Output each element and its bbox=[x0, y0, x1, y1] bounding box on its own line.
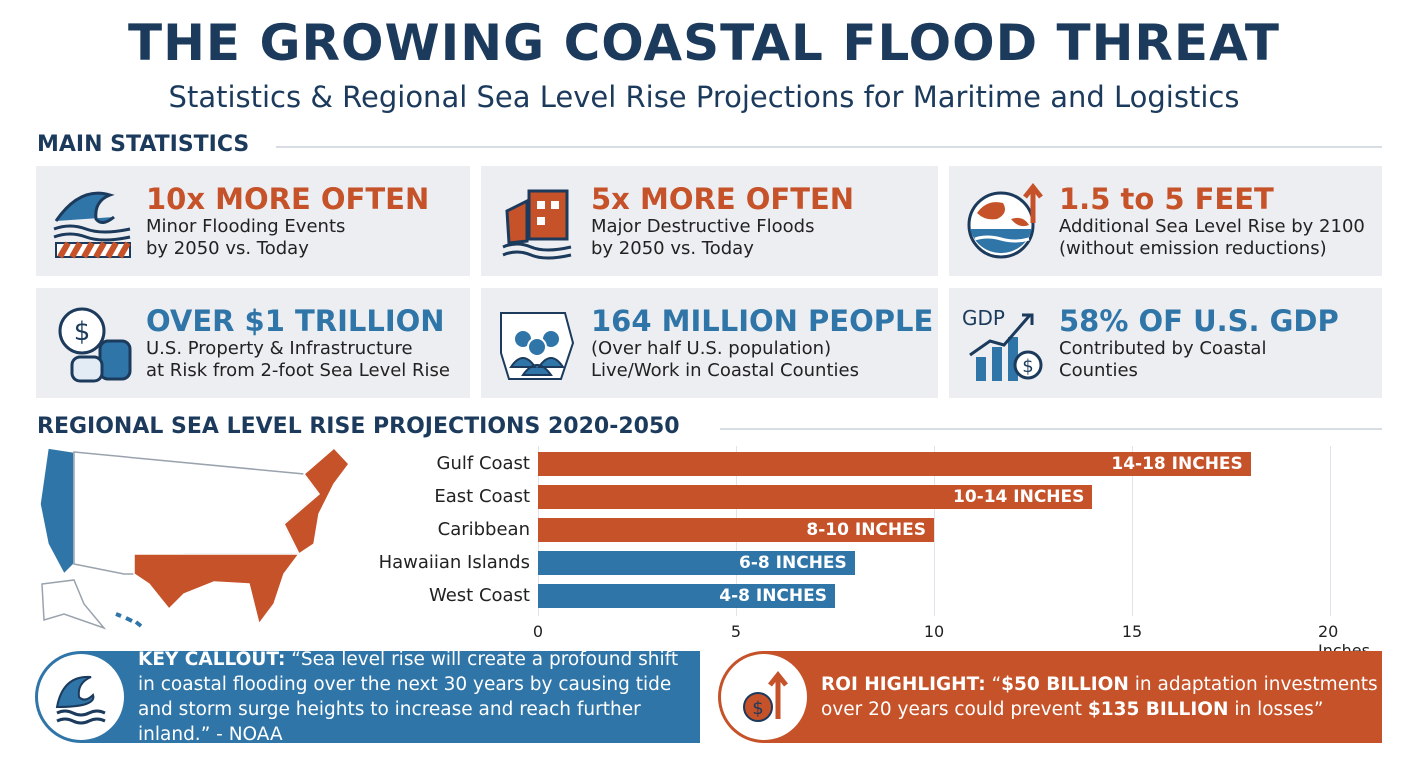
gdp-icon-text: GDP bbox=[962, 306, 1005, 330]
category-label: West Coast bbox=[428, 585, 530, 606]
stat-card: 10x MORE OFTEN Minor Flooding Events by 20… bbox=[36, 166, 470, 276]
globe-rising-icon bbox=[955, 176, 1055, 266]
stat-card: GDP $ 58% OF U.S. GDP Contributed by Coast… bbox=[949, 288, 1382, 398]
divider bbox=[720, 428, 1382, 430]
stat-desc: U.S. Property & Infrastructure bbox=[146, 338, 413, 359]
stat-headline: 10x MORE OFTEN bbox=[146, 182, 430, 216]
dollar-growth-icon: $ bbox=[721, 654, 807, 740]
section-title: REGIONAL SEA LEVEL RISE PROJECTIONS 2020… bbox=[37, 414, 680, 439]
callout-text: in losses” bbox=[1228, 699, 1324, 720]
page-subtitle: Statistics & Regional Sea Level Rise Pro… bbox=[168, 80, 1240, 114]
x-tick-label: 15 bbox=[1121, 622, 1143, 641]
svg-text:$: $ bbox=[1022, 356, 1033, 377]
category-label: Hawaiian Islands bbox=[378, 552, 530, 573]
bar: 4-8 INCHES bbox=[538, 584, 835, 608]
stat-headline: 164 MILLION PEOPLE bbox=[591, 304, 934, 338]
callout-emphasis: $50 BILLION bbox=[1001, 674, 1129, 695]
section-title: MAIN STATISTICS bbox=[37, 132, 250, 157]
stat-headline: 5x MORE OFTEN bbox=[591, 182, 855, 216]
divider bbox=[276, 146, 1382, 148]
people-icon bbox=[487, 298, 587, 388]
stat-desc: Contributed by Coastal bbox=[1059, 338, 1267, 359]
bar: 6-8 INCHES bbox=[538, 551, 855, 575]
main-statistics-heading: MAIN STATISTICS bbox=[37, 132, 249, 157]
category-label: Caribbean bbox=[437, 519, 530, 540]
wave-icon bbox=[42, 176, 142, 266]
stat-desc: by 2050 vs. Today bbox=[591, 238, 754, 259]
category-label: East Coast bbox=[434, 486, 530, 507]
svg-text:$: $ bbox=[74, 317, 91, 347]
page-title: THE GROWING COASTAL FLOOD THREAT bbox=[127, 14, 1281, 72]
gridline bbox=[1330, 446, 1331, 616]
stat-headline: 58% OF U.S. GDP bbox=[1059, 304, 1339, 338]
stat-desc: Major Destructive Floods bbox=[591, 216, 815, 237]
regional-heading: REGIONAL SEA LEVEL RISE PROJECTIONS 2020… bbox=[37, 414, 680, 439]
stat-desc: (without emission reductions) bbox=[1059, 238, 1327, 259]
callout-text: “Sea level rise will create a profound s… bbox=[138, 649, 679, 745]
stat-card: 5x MORE OFTEN Major Destructive Floods by … bbox=[481, 166, 938, 276]
stat-desc: at Risk from 2-foot Sea Level Rise bbox=[146, 360, 450, 381]
bar: 14-18 INCHES bbox=[538, 452, 1251, 476]
west-coast-region bbox=[39, 447, 75, 576]
flooded-house-icon bbox=[487, 176, 587, 266]
data-label: 8-10 INCHES bbox=[806, 520, 926, 540]
stat-headline: OVER $1 TRILLION bbox=[146, 304, 445, 338]
data-label: 4-8 INCHES bbox=[719, 586, 827, 606]
stat-desc: Counties bbox=[1059, 360, 1138, 381]
stat-desc: Live/Work in Coastal Counties bbox=[591, 360, 859, 381]
gdp-chart-icon: GDP $ bbox=[955, 298, 1055, 388]
stat-headline: 1.5 to 5 FEET bbox=[1059, 182, 1274, 216]
stat-card: 1.5 to 5 FEET Additional Sea Level Rise b… bbox=[949, 166, 1382, 276]
us-map bbox=[39, 446, 350, 630]
stat-card: $ OVER $1 TRILLION U.S. Property & Infras… bbox=[36, 288, 470, 398]
gulf-coast-region bbox=[133, 553, 301, 626]
callout-emphasis: $135 BILLION bbox=[1087, 699, 1229, 720]
callout-label: KEY CALLOUT: bbox=[138, 649, 286, 670]
alaska bbox=[41, 579, 107, 630]
stat-desc: Minor Flooding Events bbox=[146, 216, 346, 237]
x-tick-label: 0 bbox=[532, 622, 544, 641]
hawaii bbox=[115, 612, 143, 628]
x-tick-label: 10 bbox=[923, 622, 945, 641]
data-label: 10-14 INCHES bbox=[952, 487, 1085, 507]
x-tick-label: 5 bbox=[730, 622, 742, 641]
callout-label: ROI HIGHLIGHT: bbox=[821, 674, 986, 695]
callout-text: in adaptation investments over 20 years … bbox=[821, 674, 1378, 720]
gridline bbox=[1132, 446, 1133, 616]
gridline bbox=[934, 446, 935, 616]
wave-icon bbox=[38, 654, 124, 740]
data-label: 14-18 INCHES bbox=[1111, 454, 1243, 474]
stat-desc: by 2050 vs. Today bbox=[146, 238, 309, 259]
svg-text:$: $ bbox=[752, 698, 763, 719]
stat-card: 164 MILLION PEOPLE (Over half U.S. popula… bbox=[481, 288, 938, 398]
bar: 8-10 INCHES bbox=[538, 518, 934, 542]
roi-callout: $ ROI HIGHLIGHT: “$50 BILLION in adaptat… bbox=[718, 651, 1382, 743]
bar: 10-14 INCHES bbox=[538, 485, 1093, 509]
category-label: Gulf Coast bbox=[436, 453, 530, 474]
stat-desc: (Over half U.S. population) bbox=[591, 338, 832, 359]
callout-text: “ bbox=[991, 674, 1002, 695]
stat-desc: Additional Sea Level Rise by 2100 bbox=[1059, 216, 1365, 237]
coins-icon: $ bbox=[42, 298, 142, 388]
key-callout: KEY CALLOUT: “Sea level rise will create… bbox=[35, 649, 700, 745]
east-coast-region bbox=[283, 446, 350, 556]
data-label: 6-8 INCHES bbox=[739, 553, 847, 573]
